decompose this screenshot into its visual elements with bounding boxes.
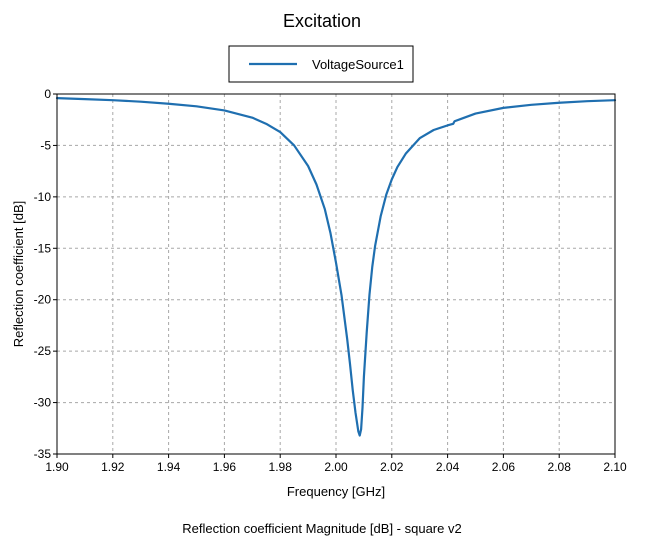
y-tick-label: -15 [34, 241, 52, 255]
series-line-voltagesource1 [55, 97, 617, 437]
x-tick-label: 2.06 [492, 460, 516, 474]
y-axis-title: Reflection coefficient [dB] [11, 201, 26, 347]
x-tick-label: 1.94 [157, 460, 181, 474]
x-axis-tick-labels: 1.90 1.92 1.94 1.96 1.98 2.00 2.02 2.04 2.06 2.08… [45, 454, 627, 474]
y-tick-label: -30 [34, 396, 52, 410]
x-tick-label: 2.02 [380, 460, 404, 474]
y-tick-label: -20 [34, 293, 52, 307]
series-lines [55, 97, 617, 437]
grid-lines [57, 94, 615, 454]
x-tick-label: 1.92 [101, 460, 125, 474]
x-tick-label: 2.04 [436, 460, 460, 474]
x-tick-label: 1.98 [269, 460, 293, 474]
x-axis-title: Frequency [GHz] [287, 484, 385, 499]
y-tick-label: -35 [34, 447, 52, 461]
y-tick-label: -25 [34, 344, 52, 358]
y-tick-label: 0 [44, 87, 51, 101]
chart-caption: Reflection coefficient Magnitude [dB] - … [182, 521, 461, 536]
chart-title: Excitation [283, 11, 361, 31]
y-axis-tick-labels: 0 -5 -10 -15 -20 -25 -30 -35 [34, 87, 57, 461]
x-tick-label: 2.08 [548, 460, 572, 474]
legend-label: VoltageSource1 [312, 57, 404, 72]
legend: VoltageSource1 [228, 45, 414, 83]
x-tick-label: 1.90 [45, 460, 69, 474]
y-tick-label: -10 [34, 190, 52, 204]
y-tick-label: -5 [40, 138, 51, 152]
x-tick-label: 2.00 [324, 460, 348, 474]
x-tick-label: 2.10 [603, 460, 627, 474]
x-tick-label: 1.96 [213, 460, 237, 474]
